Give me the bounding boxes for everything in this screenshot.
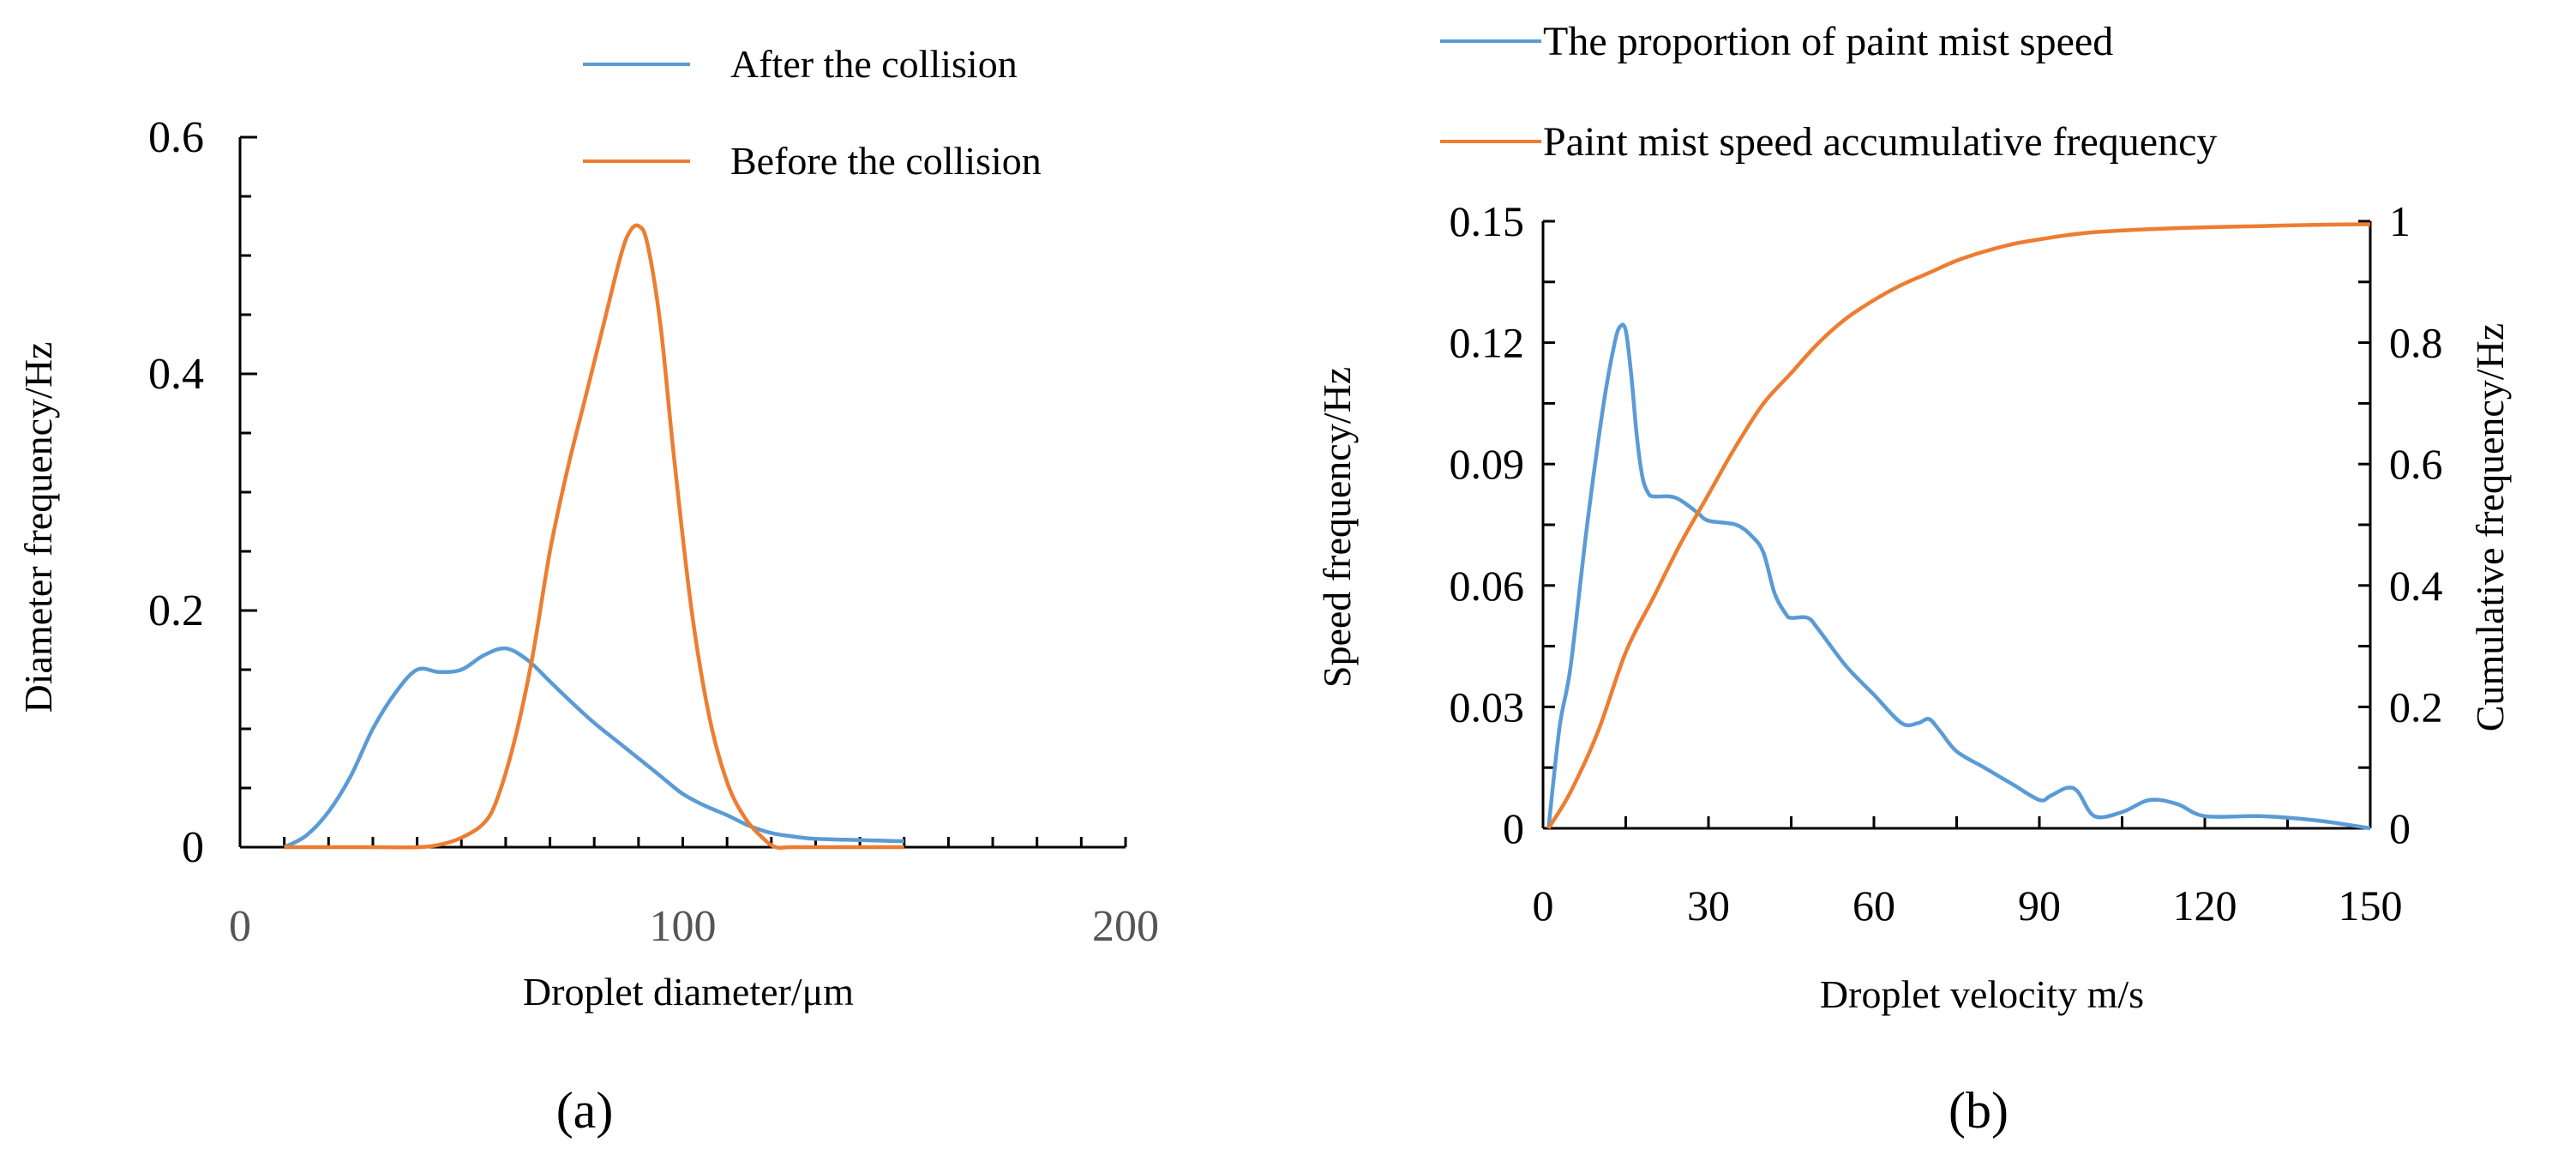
y-tick-label: 0.09 — [1450, 440, 1525, 488]
legend-label: Paint mist speed accumulative frequency — [1543, 119, 2217, 165]
panel-a-caption: (a) — [556, 1082, 614, 1139]
panel-a-series-1 — [284, 223, 904, 851]
panel-b-xlabel: Droplet velocity m/s — [1820, 972, 2144, 1016]
panel-b-axis-ticks: 0 0.03 0.06 0.09 0.12 0.15 0 0.2 0.4 0.6 0.8 1 0 30 60… — [1450, 197, 2443, 929]
legend-label: Before the collision — [730, 139, 1042, 183]
panel-b-series-line — [1546, 322, 2371, 831]
panel-a-plot-area — [283, 223, 904, 851]
legend-label: After the collision — [730, 42, 1018, 86]
panel-a-axis-ticks: 0 0.2 0.4 0.6 0 100 200 — [148, 113, 1159, 951]
y-tick-label: 0.12 — [1450, 319, 1525, 367]
panel-b: 0 0.03 0.06 0.09 0.12 0.15 0 0.2 0.4 0.6 0.8 1 0 30 60… — [1315, 197, 2512, 1139]
panel-a-ylabel: Diameter frequency/Hz — [16, 342, 60, 713]
x-tick-label: 60 — [1852, 881, 1895, 929]
panel-a-legend: After the collision Before the collision — [583, 42, 1042, 183]
x-tick-label: 100 — [650, 902, 717, 951]
x-tick-label: 0 — [229, 902, 251, 951]
panel-b-plot-area — [1546, 222, 2371, 831]
y-tick-label: 0.03 — [1450, 683, 1525, 731]
y-tick-label: 0.4 — [148, 350, 204, 399]
panel-a-series-line — [284, 223, 904, 851]
y-tick-label: 0.06 — [1450, 562, 1525, 610]
panel-a: 00.20.40.60 100 200 Diameter frequency/Hz … — [16, 113, 1159, 1139]
y-tick-label: 0 — [182, 823, 204, 872]
x-tick-label: 200 — [1092, 902, 1159, 951]
y2-tick-label: 0 — [2389, 804, 2411, 852]
y-tick-label: 0.15 — [1450, 197, 1525, 245]
panel-b-series-1 — [1546, 222, 2371, 830]
y2-tick-label: 0.4 — [2389, 562, 2443, 610]
legend-label: The proportion of paint mist speed — [1543, 19, 2113, 64]
y2-tick-label: 1 — [2389, 197, 2411, 245]
panel-a-series-line — [283, 646, 904, 850]
panel-b-y2label: Cumulative frequency/Hz — [2468, 323, 2512, 731]
panel-a-series-0 — [283, 646, 904, 850]
x-tick-label: 30 — [1687, 881, 1730, 929]
x-tick-label: 0 — [1533, 881, 1554, 929]
y2-tick-label: 0.2 — [2389, 683, 2443, 731]
panel-b-series-0 — [1546, 322, 2371, 831]
y2-tick-label: 0.8 — [2389, 319, 2443, 367]
panel-b-legend: The proportion of paint mist speed Paint … — [1440, 19, 2217, 165]
y-tick-label: 0 — [1503, 804, 1524, 852]
panel-b-ylabel: Speed frequency/Hz — [1315, 367, 1359, 688]
panel-b-caption: (b) — [1949, 1082, 2009, 1139]
y2-tick-label: 0.6 — [2389, 440, 2443, 488]
panel-a-xlabel: Droplet diameter/μm — [523, 970, 854, 1014]
x-tick-label: 150 — [2339, 881, 2403, 929]
x-tick-label: 120 — [2173, 881, 2237, 929]
y-tick-label: 0.6 — [148, 113, 204, 162]
x-tick-label: 90 — [2018, 881, 2061, 929]
y-tick-label: 0.2 — [148, 587, 204, 635]
panel-b-series-line — [1546, 222, 2371, 830]
